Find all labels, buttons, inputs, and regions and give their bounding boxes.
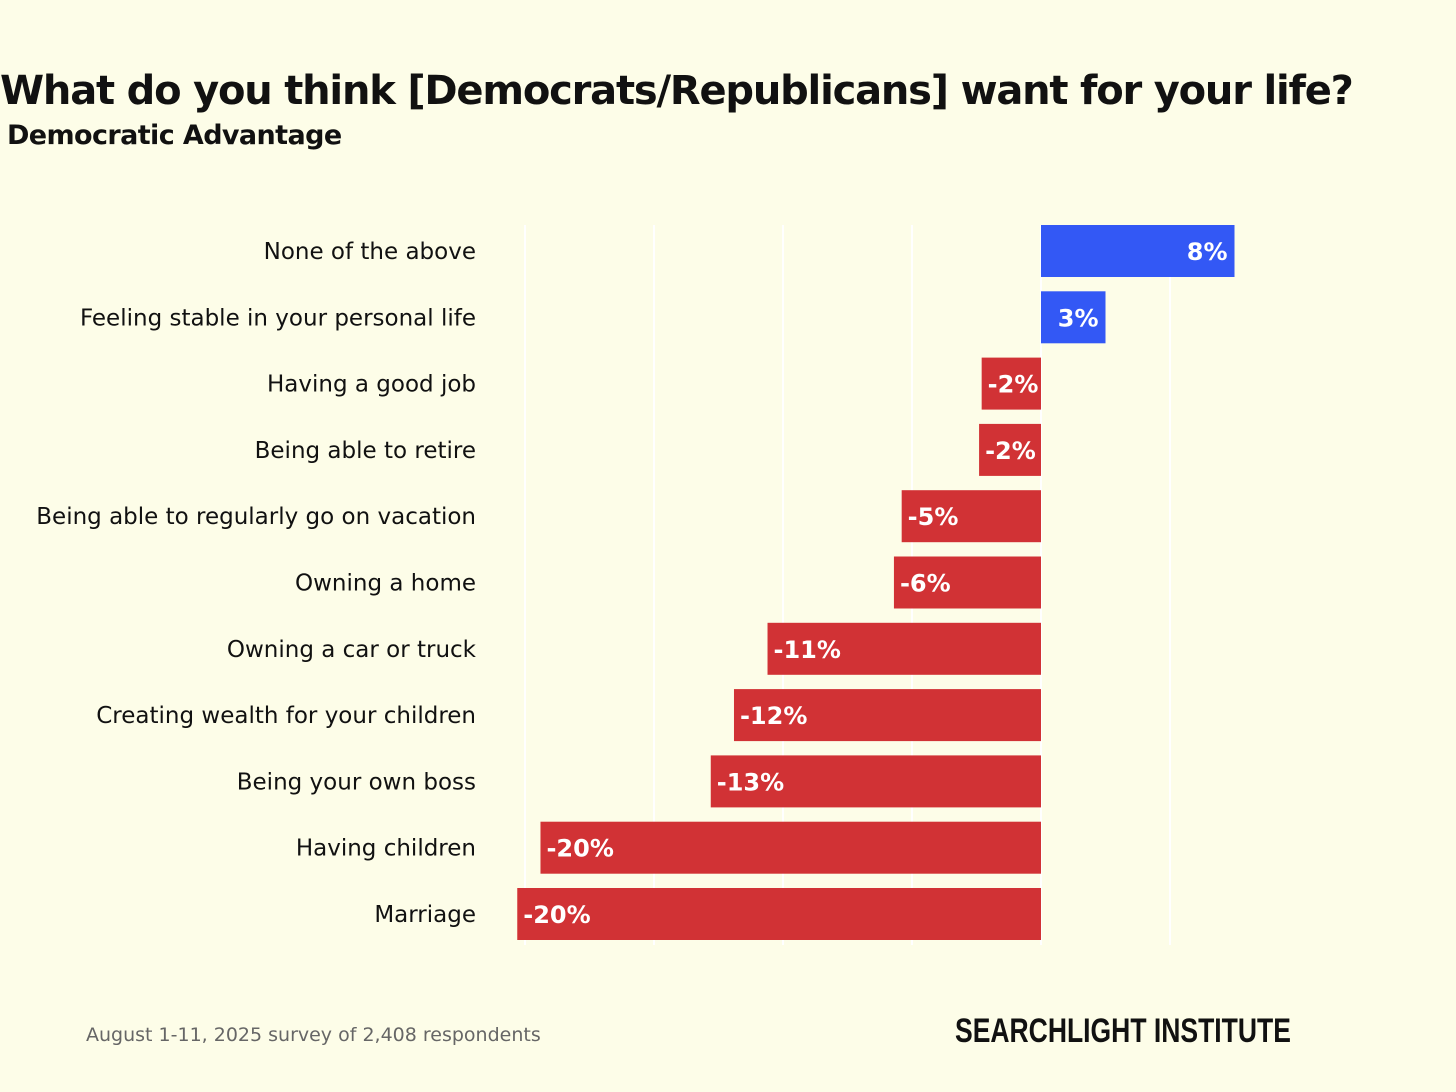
category-label: Owning a car or truck [227, 637, 477, 663]
data-label: -11% [774, 636, 841, 664]
data-label: -13% [717, 768, 784, 796]
data-label: 3% [1058, 304, 1099, 332]
category-label: Being your own boss [237, 769, 476, 795]
category-label: Being able to regularly go on vacation [36, 504, 476, 530]
category-label: Feeling stable in your personal life [80, 305, 476, 331]
category-label: Owning a home [295, 571, 476, 597]
bar [893, 556, 1041, 609]
chart-subtitle: Democratic Advantage [7, 120, 342, 151]
data-label: -12% [740, 702, 807, 730]
bar [733, 689, 1041, 742]
survey-source-note: August 1-11, 2025 survey of 2,408 respon… [86, 1024, 541, 1046]
category-label: Marriage [374, 902, 476, 928]
bar [981, 357, 1041, 410]
bar [540, 821, 1041, 874]
category-label: Having children [296, 836, 476, 862]
bar [1041, 291, 1106, 344]
data-label: 8% [1187, 238, 1228, 266]
bar [767, 622, 1041, 675]
bar [979, 423, 1041, 476]
category-label: Being able to retire [255, 438, 476, 464]
brand-logo-text: SEARCHLIGHT INSTITUTE [955, 1012, 1291, 1050]
data-label: -2% [985, 437, 1036, 465]
category-label: None of the above [264, 239, 476, 265]
bar [901, 490, 1041, 543]
category-label: Creating wealth for your children [96, 703, 476, 729]
bar [710, 755, 1041, 808]
data-label: -20% [523, 901, 590, 929]
data-label: -20% [546, 835, 613, 863]
category-label: Having a good job [267, 372, 476, 398]
data-label: -6% [900, 570, 951, 598]
data-label: -5% [908, 503, 959, 531]
data-label: -2% [988, 371, 1039, 399]
chart-title: What do you think [Democrats/Republicans… [0, 68, 1354, 114]
bar [1041, 225, 1235, 277]
bar [517, 888, 1041, 940]
